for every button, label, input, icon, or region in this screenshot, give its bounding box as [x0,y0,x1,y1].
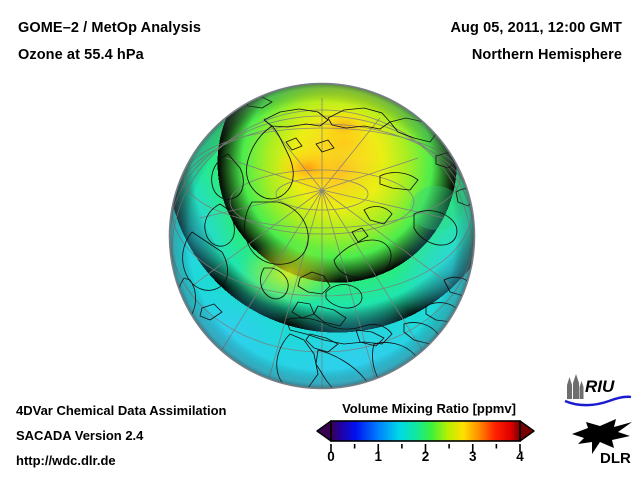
colorbar-title: Volume Mixing Ratio [ppmv] [342,401,516,416]
version-label: SACADA Version 2.4 [16,428,144,443]
colorbar-tick-label: 4 [516,449,524,464]
hemisphere-label: Northern Hemisphere [471,47,622,63]
colorbar-tick-label: 0 [327,449,335,464]
page-subtitle: Ozone at 55.4 hPa [18,47,144,63]
colorbar-ramp [331,421,520,441]
globe-limb-shading [170,84,474,388]
riu-logo: RIU [561,373,633,407]
riu-wordmark: RIU [585,377,615,396]
dlr-logo: DLR [570,414,634,467]
valid-time-label: Aug 05, 2011, 12:00 GMT [450,20,622,36]
globe-limb [168,82,476,390]
globe-map [168,82,476,390]
riu-wave-icon [564,395,632,407]
riu-cathedral-spires-icon [567,374,584,399]
colorbar [313,419,538,443]
colorbar-extend-low [316,420,332,442]
dlr-wordmark: DLR [600,450,631,466]
dlr-emblem-icon [572,419,632,454]
colorbar-tick-label: 1 [374,449,383,464]
colorbar-tick-label: 2 [421,449,430,464]
method-label: 4DVar Chemical Data Assimilation [16,403,227,418]
data-center-url[interactable]: http://wdc.dlr.de [16,453,116,468]
colorbar-extend-high [519,420,535,442]
colorbar-tick-labels: 0 1 2 3 4 [313,449,538,469]
colorbar-tick-label: 3 [468,449,477,464]
colorbar-ticks [313,441,538,452]
page-title: GOME–2 / MetOp Analysis [18,20,202,36]
